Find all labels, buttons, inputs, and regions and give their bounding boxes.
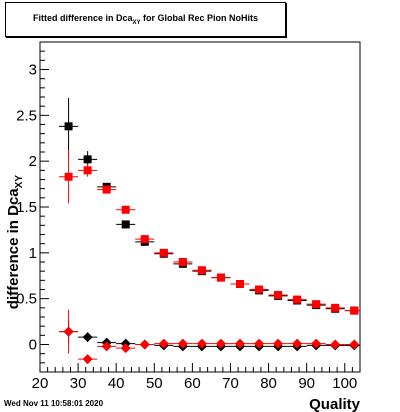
series-2 (59, 150, 360, 315)
square-marker (312, 300, 321, 309)
timestamp: Wed Nov 11 10:58:01 2020 (4, 399, 104, 408)
diamond-marker (196, 338, 207, 349)
series-1 (59, 97, 360, 315)
y-axis-title-main: difference in Dca (5, 188, 22, 310)
x-tick-label: 70 (222, 375, 239, 392)
diamond-marker (82, 332, 93, 343)
square-marker (197, 266, 206, 275)
x-tick-label: 30 (70, 375, 87, 392)
y-tick-label: 2.5 (16, 107, 37, 124)
x-tick-label: 60 (184, 375, 201, 392)
y-tick-label: 3 (29, 62, 37, 79)
chart-title-prefix: Fitted difference in Dca (32, 13, 133, 23)
diamond-marker (120, 343, 131, 354)
x-tick-label: 40 (108, 375, 125, 392)
chart-title-box: Fitted difference in DcaXY for Global Re… (5, 2, 286, 37)
y-tick-label: 2 (29, 153, 37, 170)
y-tick-label: 0 (29, 337, 37, 354)
square-marker (121, 220, 130, 229)
square-marker (159, 248, 168, 257)
x-tick-label: 80 (260, 375, 277, 392)
square-marker (350, 306, 359, 315)
plot-area-border (39, 41, 361, 373)
diamond-marker (158, 338, 169, 349)
diamond-marker (349, 339, 360, 350)
chart-title-subscript: XY (132, 20, 141, 26)
series-4 (59, 309, 360, 365)
square-marker (121, 205, 130, 214)
diamond-marker (254, 338, 265, 349)
diamond-marker (311, 338, 322, 349)
diamond-marker (235, 338, 245, 349)
square-marker (216, 273, 225, 282)
square-marker (83, 166, 92, 175)
x-tick-label: 50 (146, 375, 163, 392)
square-marker (255, 285, 264, 294)
square-marker (293, 295, 302, 304)
data-points (59, 97, 360, 365)
diamond-marker (139, 339, 150, 350)
diamond-marker (292, 338, 303, 349)
square-marker (236, 280, 244, 288)
square-marker (83, 155, 92, 164)
x-axis-title: Quality (309, 396, 361, 412)
square-marker (274, 291, 283, 299)
diamond-marker (215, 338, 226, 349)
square-marker (64, 122, 73, 131)
x-tick-label: 90 (298, 375, 315, 392)
diamond-marker (82, 354, 93, 365)
x-tick-label: 20 (32, 375, 49, 392)
x-tick-label: 100 (332, 375, 357, 392)
diamond-marker (63, 326, 74, 337)
y-tick-label: 1 (29, 245, 37, 262)
square-marker (140, 235, 149, 244)
axis-ticks: 20 30 40 50 60 70 80 90 100 0 0.5 1 1.5 2 2.5 3 (16, 50, 361, 392)
chart-title: Fitted difference in DcaXY for Global Re… (33, 13, 258, 26)
square-marker (331, 303, 340, 312)
chart-title-suffix: for Global Rec Pion NoHits (140, 13, 259, 23)
diamond-marker (177, 338, 188, 349)
square-marker (64, 172, 73, 181)
y-axis-title-sub: XY (14, 175, 25, 189)
diamond-marker (330, 339, 341, 350)
diamond-marker (101, 341, 112, 352)
y-tick-label: 0.5 (16, 291, 37, 308)
square-marker (178, 258, 187, 266)
y-axis-title: difference in DcaXY (5, 175, 25, 310)
y-tick-label: 1.5 (16, 199, 37, 216)
diamond-marker (273, 338, 284, 349)
plot-frame (39, 41, 361, 373)
square-marker (102, 185, 111, 194)
